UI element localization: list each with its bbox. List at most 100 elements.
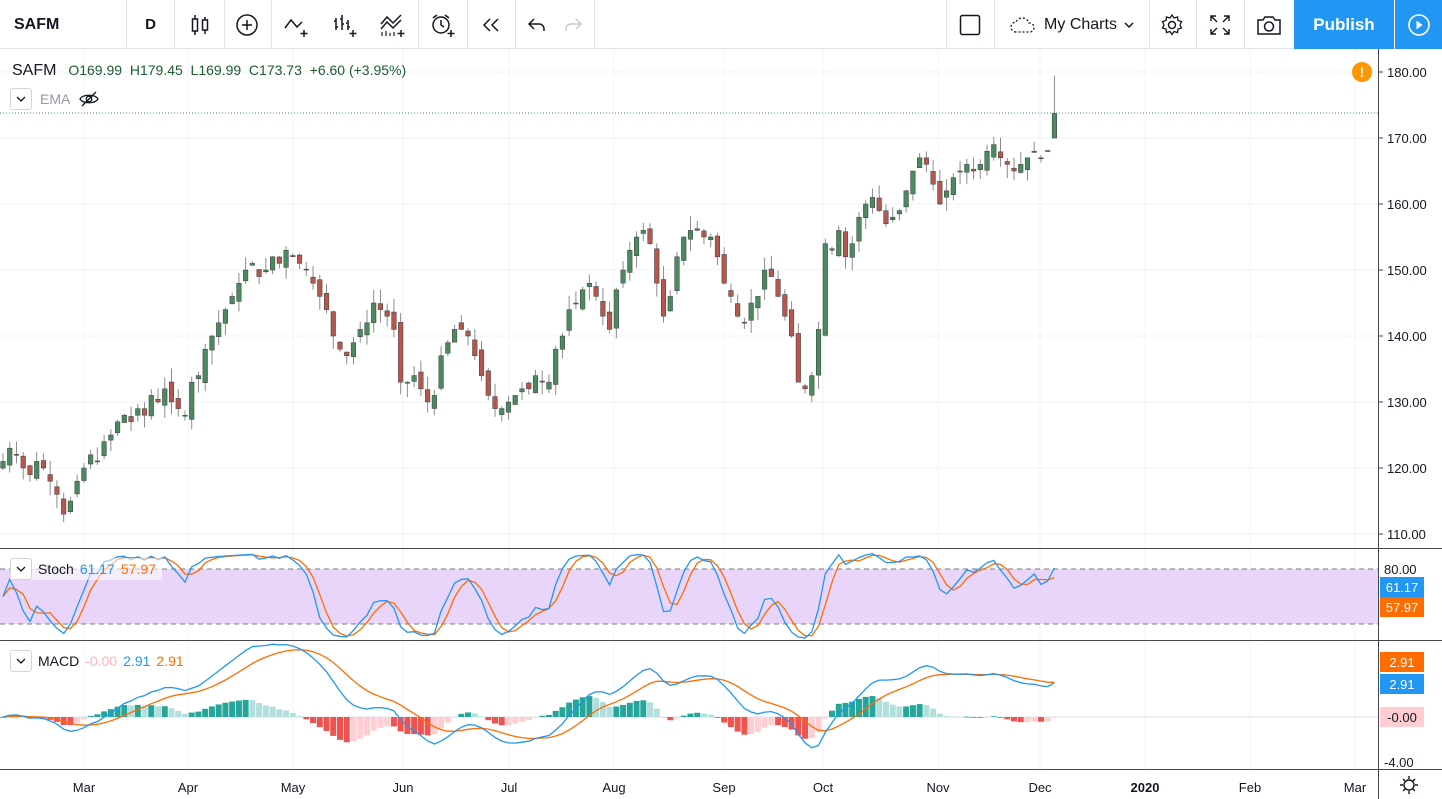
add-indicator-button[interactable] <box>225 0 269 49</box>
macd-hist-bar <box>276 709 283 717</box>
macd-hist-bar <box>323 717 330 732</box>
price-axis[interactable]: 180.00 170.00 160.00 150.00 140.00 130.00 120.… <box>1378 65 1427 542</box>
macd-collapse-button[interactable] <box>10 650 32 672</box>
macd-hist-bar <box>970 717 977 718</box>
macd-hist-bar <box>87 715 94 717</box>
macd-hist-bar <box>579 697 586 717</box>
macd-hist-bar <box>492 717 499 724</box>
price-tick-label: 110.00 <box>1387 527 1426 542</box>
candle-body <box>377 303 383 310</box>
macd-hist-bar <box>660 716 667 718</box>
macd-hist-bar <box>397 717 404 732</box>
candle-body <box>1051 113 1057 139</box>
candle-body <box>364 322 370 336</box>
macd-hist-value: -0.00 <box>85 653 118 669</box>
macd-hist-bar <box>296 715 303 717</box>
candle-body <box>1018 164 1024 173</box>
macd-hist-bar <box>249 700 256 717</box>
macd-hist-bar <box>337 717 343 740</box>
legend-symbol[interactable]: SAFM <box>12 62 57 79</box>
stoch-collapse-button[interactable] <box>10 558 32 580</box>
publish-button[interactable]: Publish <box>1294 0 1394 49</box>
time-axis-settings-button[interactable] <box>1400 776 1418 794</box>
compare-button[interactable] <box>274 0 320 49</box>
macd-hist-bar <box>208 706 215 717</box>
collapse-legend-button[interactable] <box>10 88 32 110</box>
macd-signal-tag: 2.91 <box>1380 652 1424 672</box>
macd-hist-bar <box>1044 717 1051 722</box>
symbol-search-button[interactable]: SAFM <box>14 15 60 33</box>
eye-hidden-icon[interactable] <box>78 90 100 108</box>
camera-icon <box>1257 15 1281 35</box>
price-tick-label: 180.00 <box>1387 65 1427 80</box>
candle-body <box>512 395 518 405</box>
grid <box>0 49 1378 769</box>
price-tick-label: 120.00 <box>1387 461 1427 476</box>
time-tick-label: Nov <box>926 780 950 795</box>
candle-body <box>546 381 552 390</box>
candle-body <box>492 396 498 409</box>
macd-hist-bar <box>370 717 377 731</box>
undo-button[interactable] <box>518 0 556 49</box>
candle-body <box>155 398 161 403</box>
macd-hist-bar <box>849 701 856 717</box>
compare-icon <box>284 18 308 37</box>
macd-legend[interactable]: MACD -0.00 2.91 2.91 <box>10 650 184 672</box>
stoch-d-line <box>2 554 1055 637</box>
indicators-button[interactable] <box>370 0 416 49</box>
warning-icon[interactable]: ! <box>1352 62 1372 82</box>
time-axis[interactable]: Mar Apr May Jun Jul Aug Sep Oct Nov Dec 2020 Feb Mar <box>73 780 1367 795</box>
candle-body <box>47 474 53 482</box>
candle-body <box>593 286 599 297</box>
replay-button[interactable] <box>469 0 513 49</box>
macd-hist-bar <box>633 701 640 717</box>
macd-hist-bar <box>222 702 229 717</box>
play-icon <box>1407 13 1430 36</box>
candle-body <box>162 388 168 406</box>
ema-legend[interactable]: EMA <box>10 88 100 110</box>
macd-hist-bar <box>700 713 707 717</box>
candle-body <box>714 235 720 258</box>
top-toolbar: SAFM D My Charts <box>0 0 1442 49</box>
play-button[interactable] <box>1395 0 1442 49</box>
alert-icon <box>432 13 455 37</box>
macd-hist-bar <box>559 707 566 717</box>
alert-button[interactable] <box>420 0 466 49</box>
macd-hist-bar <box>593 697 600 717</box>
macd-hist-bar <box>640 700 647 717</box>
my-charts-button[interactable]: My Charts <box>995 0 1148 49</box>
candle-body <box>310 276 316 284</box>
macd-hist-bar <box>936 713 943 717</box>
candle-body <box>782 294 788 317</box>
candle-body <box>1045 150 1051 152</box>
fullscreen-toggle-button[interactable] <box>948 0 992 49</box>
candles <box>0 75 1057 523</box>
candle-body <box>539 380 545 383</box>
settings-button[interactable] <box>1150 0 1194 49</box>
macd-hist-bar <box>417 717 424 735</box>
snapshot-button[interactable] <box>1246 0 1292 49</box>
fullscreen-button[interactable] <box>1198 0 1242 49</box>
macd-label: MACD <box>38 653 80 669</box>
candle-body <box>721 254 727 284</box>
candle-body <box>7 447 13 466</box>
bars-button[interactable] <box>322 0 368 49</box>
candle-body <box>667 296 673 312</box>
main-legend: SAFM O169.99 H179.45 L169.99 C173.73 +6.… <box>12 62 406 80</box>
candle-body <box>957 170 963 173</box>
stoch-d-value: 57.97 <box>120 561 156 577</box>
redo-button[interactable] <box>554 0 592 49</box>
candle-body <box>371 302 377 324</box>
chart-style-button[interactable] <box>178 0 222 49</box>
toolbar-divider <box>515 0 516 49</box>
chart-canvas[interactable]: 180.00 170.00 160.00 150.00 140.00 130.00 120.… <box>0 49 1442 799</box>
time-tick-label: Mar <box>73 780 96 795</box>
candle-body <box>836 230 842 257</box>
candle-body <box>519 388 525 393</box>
candle-body <box>971 168 977 172</box>
stoch-legend[interactable]: Stoch 61.17 57.97 <box>10 558 162 580</box>
interval-button[interactable]: D <box>145 16 156 33</box>
candle-body <box>276 256 282 264</box>
macd-hist-bar <box>235 700 242 717</box>
toolbar-divider <box>946 0 947 49</box>
